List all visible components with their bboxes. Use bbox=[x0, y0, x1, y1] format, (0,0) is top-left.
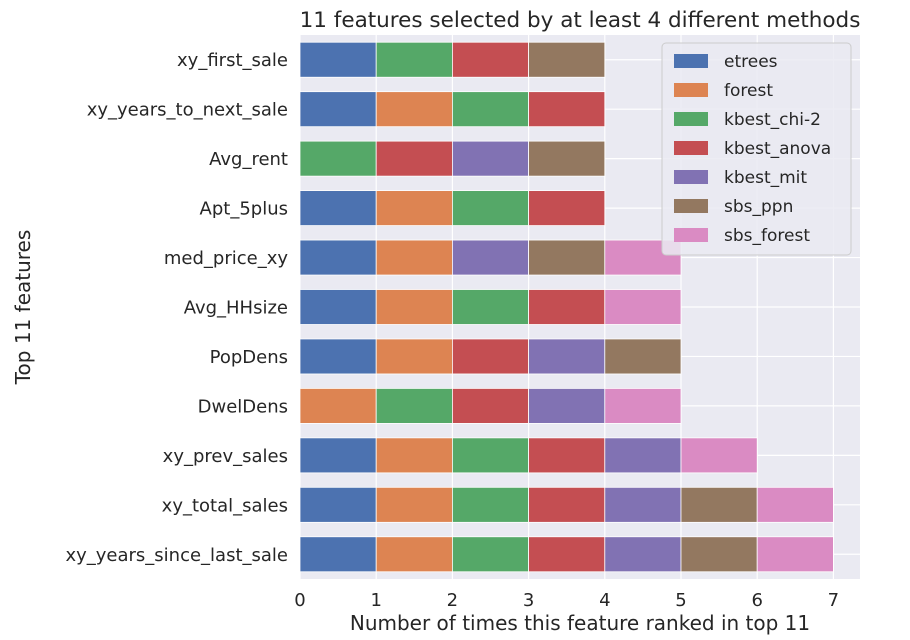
bar-segment-etrees bbox=[299, 91, 377, 128]
bar-segment-kbest_mit bbox=[604, 536, 682, 573]
bar-segment-etrees bbox=[299, 536, 377, 573]
bar-segment-sbs_ppn bbox=[528, 41, 606, 78]
bar-segment-sbs_ppn bbox=[604, 338, 682, 375]
legend-label: sbs_forest bbox=[724, 226, 810, 246]
bar-segment-kbest_chi-2 bbox=[375, 41, 453, 78]
bar-segment-etrees bbox=[299, 41, 377, 78]
bar-segment-etrees bbox=[299, 190, 377, 226]
y-tick-label: xy_total_sales bbox=[162, 495, 288, 516]
x-axis-label: Number of times this feature ranked in t… bbox=[350, 611, 810, 635]
legend-swatch bbox=[674, 199, 708, 213]
bar-segment-etrees bbox=[299, 437, 377, 474]
y-tick-label: PopDens bbox=[210, 347, 288, 368]
bar-segment-sbs_ppn bbox=[680, 486, 758, 523]
y-tick-label: DwelDens bbox=[198, 396, 288, 417]
bar-segment-kbest_mit bbox=[451, 140, 529, 177]
chart-title: 11 features selected by at least 4 diffe… bbox=[300, 8, 861, 33]
bar-segment-kbest_anova bbox=[528, 190, 606, 226]
bar-segment-etrees bbox=[299, 239, 377, 276]
bar-segment-kbest_chi-2 bbox=[451, 486, 529, 523]
bar-segment-kbest_anova bbox=[528, 437, 606, 474]
bar-segment-kbest_chi-2 bbox=[299, 140, 377, 177]
y-tick-labels: xy_first_sale xy_years_to_next_sale Avg_re… bbox=[65, 50, 288, 566]
x-tick-labels: 0 1 2 3 4 5 6 7 bbox=[294, 590, 839, 611]
bar-segment-sbs_forest bbox=[604, 388, 682, 424]
bar-segment-forest bbox=[375, 437, 453, 474]
bar-segment-kbest_anova bbox=[375, 140, 453, 177]
y-axis-label: Top 11 features bbox=[11, 230, 35, 386]
legend-label: kbest_anova bbox=[724, 139, 831, 159]
bar-segment-kbest_mit bbox=[604, 486, 682, 523]
bar-segment-kbest_anova bbox=[528, 91, 606, 128]
legend-label: forest bbox=[724, 81, 773, 101]
y-tick-label: med_price_xy bbox=[164, 248, 288, 269]
bar-segment-kbest_mit bbox=[604, 437, 682, 474]
bar-segment-kbest_anova bbox=[451, 338, 529, 375]
bar-segment-kbest_chi-2 bbox=[451, 536, 529, 573]
legend-swatch bbox=[674, 54, 708, 68]
bar-segment-forest bbox=[375, 289, 453, 325]
x-tick-label: 4 bbox=[599, 590, 610, 611]
y-tick-label: Avg_rent bbox=[209, 149, 288, 170]
legend-swatch bbox=[674, 112, 708, 126]
bar-segment-sbs_forest bbox=[756, 536, 834, 573]
y-tick-label: xy_years_to_next_sale bbox=[87, 100, 288, 121]
x-tick-label: 3 bbox=[523, 590, 534, 611]
x-tick-label: 7 bbox=[828, 590, 839, 611]
bar-segment-forest bbox=[375, 486, 453, 523]
bar-segment-kbest_anova bbox=[451, 388, 529, 424]
y-tick-label: xy_years_since_last_sale bbox=[65, 545, 288, 566]
bar-segment-forest bbox=[375, 239, 453, 276]
bar-segment-sbs_forest bbox=[680, 437, 758, 474]
bar-segment-forest bbox=[375, 91, 453, 128]
bar-segment-etrees bbox=[299, 289, 377, 325]
bar-segment-forest bbox=[375, 190, 453, 226]
legend: etrees forest kbest_chi-2 kbest_anova kbest_… bbox=[661, 42, 852, 256]
bar-segment-forest bbox=[375, 338, 453, 375]
y-tick-label: xy_first_sale bbox=[177, 50, 288, 71]
legend-label: etrees bbox=[724, 52, 778, 72]
legend-label: sbs_ppn bbox=[724, 197, 793, 217]
bar-segment-kbest_chi-2 bbox=[451, 289, 529, 325]
legend-label: kbest_chi-2 bbox=[724, 110, 821, 130]
bar-segment-kbest_anova bbox=[528, 289, 606, 325]
bar-segment-kbest_chi-2 bbox=[375, 388, 453, 424]
y-tick-label: Avg_HHsize bbox=[184, 298, 288, 319]
legend-swatch bbox=[674, 141, 708, 155]
bar-segment-etrees bbox=[299, 486, 377, 523]
x-tick-label: 6 bbox=[751, 590, 762, 611]
bar-segment-sbs_forest bbox=[604, 289, 682, 325]
bar-segment-kbest_anova bbox=[451, 41, 529, 78]
bar-segment-sbs_ppn bbox=[528, 140, 606, 177]
x-tick-label: 5 bbox=[675, 590, 686, 611]
legend-box bbox=[661, 42, 852, 256]
bar-segment-kbest_mit bbox=[528, 338, 606, 375]
bar-segment-sbs_ppn bbox=[528, 239, 606, 276]
x-tick-label: 0 bbox=[294, 590, 305, 611]
bar-segment-kbest_chi-2 bbox=[451, 190, 529, 226]
bar-segment-forest bbox=[299, 388, 377, 424]
bars bbox=[299, 41, 834, 573]
bar-segment-kbest_mit bbox=[528, 388, 606, 424]
legend-swatch bbox=[674, 228, 708, 242]
legend-swatch bbox=[674, 83, 708, 97]
bar-segment-sbs_forest bbox=[756, 486, 834, 523]
bar-segment-kbest_anova bbox=[528, 486, 606, 523]
bar-segment-sbs_ppn bbox=[680, 536, 758, 573]
bar-segment-kbest_chi-2 bbox=[451, 91, 529, 128]
legend-label: kbest_mit bbox=[724, 168, 807, 188]
bar-segment-etrees bbox=[299, 338, 377, 375]
bar-segment-kbest_chi-2 bbox=[451, 437, 529, 474]
bar-segment-forest bbox=[375, 536, 453, 573]
y-tick-label: Apt_5plus bbox=[200, 199, 288, 220]
bar-segment-kbest_anova bbox=[528, 536, 606, 573]
x-tick-label: 1 bbox=[370, 590, 381, 611]
y-tick-label: xy_prev_sales bbox=[163, 446, 288, 467]
x-tick-label: 2 bbox=[447, 590, 458, 611]
legend-swatch bbox=[674, 170, 708, 184]
bar-segment-kbest_mit bbox=[451, 239, 529, 276]
